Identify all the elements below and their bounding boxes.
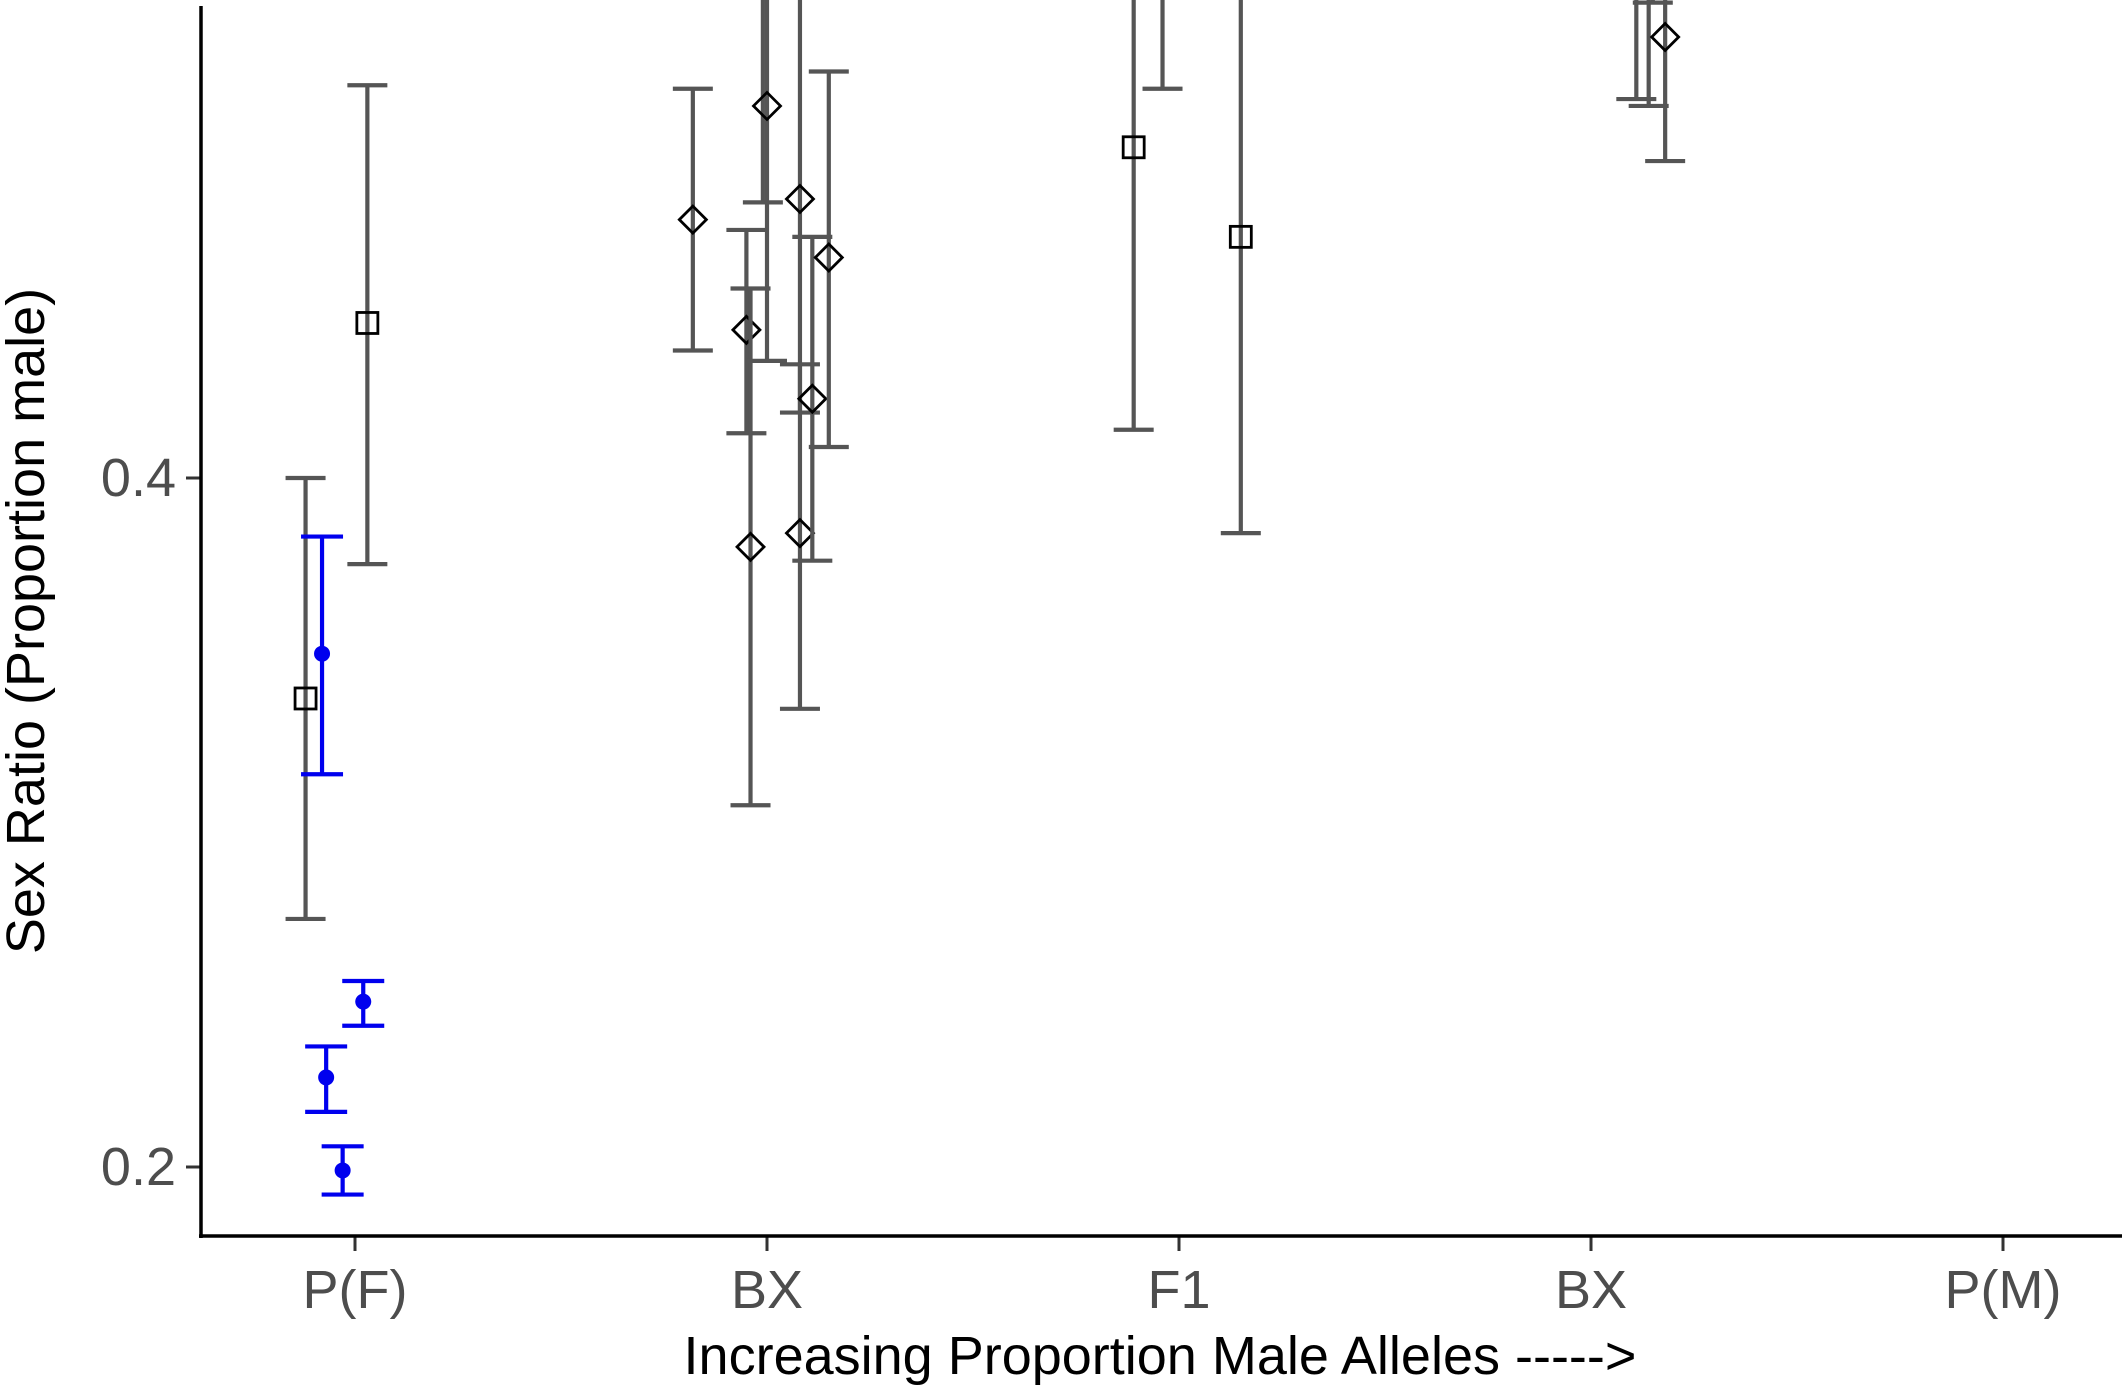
square-point: [1121, 135, 1146, 160]
square-point: [1228, 224, 1253, 249]
diamond-point: [730, 314, 762, 346]
x-tick-label: P(F): [303, 1260, 408, 1320]
circle-point: [318, 1069, 335, 1086]
diamond-point: [813, 242, 845, 273]
x-axis-title: Increasing Proportion Male Alleles -----…: [684, 1326, 1637, 1386]
y-tick-label: 0.2: [101, 1137, 176, 1197]
x-tick-label: BX: [731, 1260, 803, 1320]
y-axis-ticks: 0.20.40.60.8: [101, 448, 201, 1197]
circle-point: [355, 993, 372, 1010]
y-tick-label: 0.4: [101, 448, 176, 508]
x-tick-label: BX: [1555, 1260, 1627, 1320]
x-tick-label: P(M): [1945, 1260, 2062, 1320]
x-tick-label: F1: [1147, 1260, 1210, 1320]
x-axis-ticks: P(F) BX F1 BX P(M): [303, 1236, 2062, 1320]
plot-marks: [285, 0, 1686, 1197]
square-point: [293, 686, 318, 711]
circle-point: [314, 645, 331, 662]
diamond-point: [735, 531, 766, 563]
diamond-point: [796, 383, 828, 415]
diamond-point: [784, 183, 816, 215]
circle-point: [334, 1162, 351, 1179]
diamond-point: [784, 517, 816, 549]
diamond-point: [1649, 21, 1681, 53]
diamond-point: [677, 204, 709, 236]
diamond-point: [751, 90, 783, 122]
y-axis-title: Sex Ratio (Proportion male): [0, 288, 56, 954]
square-point: [355, 311, 380, 335]
